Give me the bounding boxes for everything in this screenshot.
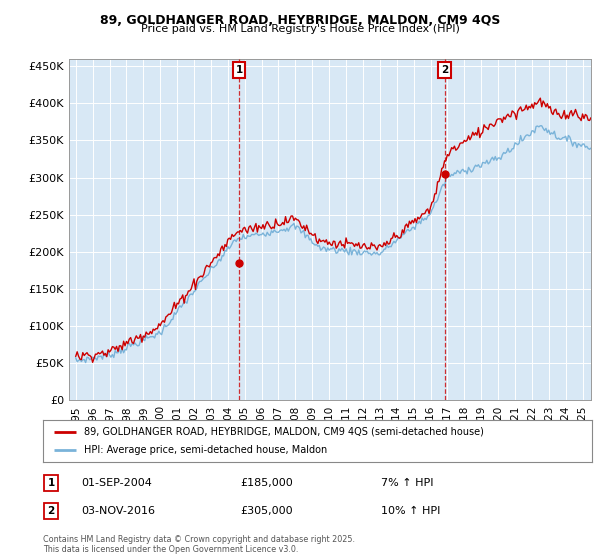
Text: 2: 2 [441,65,448,75]
Text: £185,000: £185,000 [240,478,293,488]
Text: 89, GOLDHANGER ROAD, HEYBRIDGE, MALDON, CM9 4QS: 89, GOLDHANGER ROAD, HEYBRIDGE, MALDON, … [100,14,500,27]
Text: Contains HM Land Registry data © Crown copyright and database right 2025.
This d: Contains HM Land Registry data © Crown c… [43,535,355,554]
Text: £305,000: £305,000 [240,506,293,516]
Text: HPI: Average price, semi-detached house, Maldon: HPI: Average price, semi-detached house,… [85,445,328,455]
Text: 89, GOLDHANGER ROAD, HEYBRIDGE, MALDON, CM9 4QS (semi-detached house): 89, GOLDHANGER ROAD, HEYBRIDGE, MALDON, … [85,427,484,437]
Text: 10% ↑ HPI: 10% ↑ HPI [381,506,440,516]
Text: 1: 1 [47,478,55,488]
Text: Price paid vs. HM Land Registry's House Price Index (HPI): Price paid vs. HM Land Registry's House … [140,24,460,34]
Text: 03-NOV-2016: 03-NOV-2016 [81,506,155,516]
Text: 2: 2 [47,506,55,516]
Text: 01-SEP-2004: 01-SEP-2004 [81,478,152,488]
Text: 7% ↑ HPI: 7% ↑ HPI [381,478,433,488]
Text: 1: 1 [235,65,243,75]
